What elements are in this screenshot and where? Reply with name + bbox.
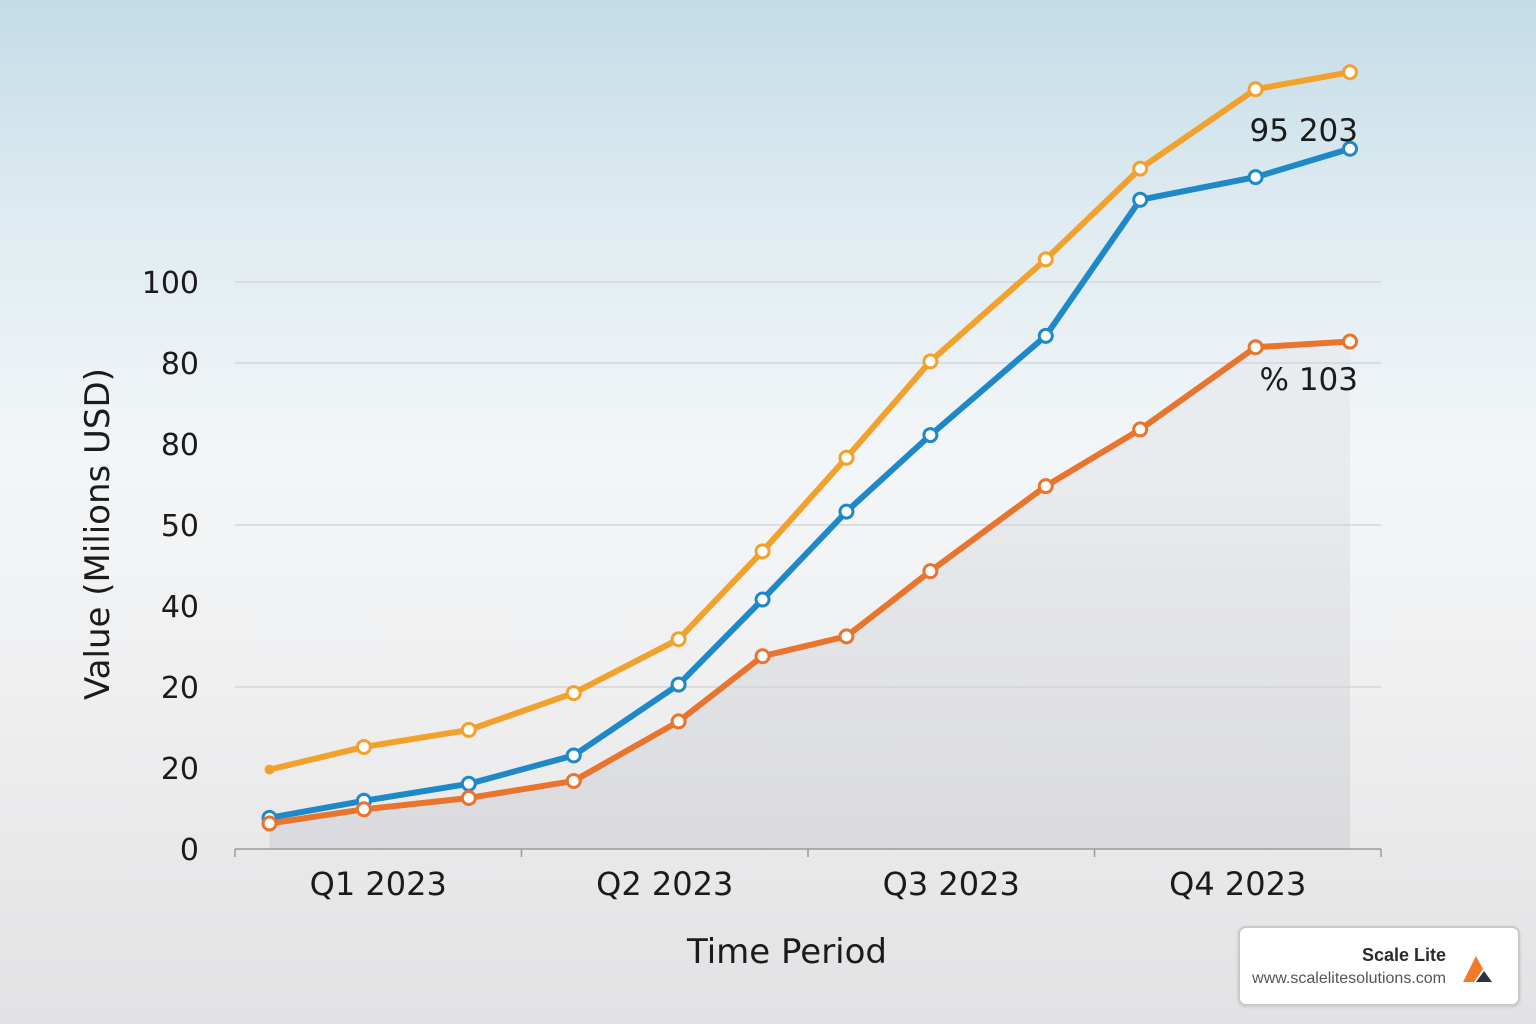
x-tick-label: Q3 2023: [883, 865, 1020, 903]
data-point: [670, 713, 687, 730]
data-point: [1037, 327, 1054, 344]
data-point: [838, 628, 855, 645]
data-point: [264, 764, 275, 775]
y-tick-label: 0: [180, 833, 199, 868]
x-axis-title: Time Period: [686, 932, 887, 972]
y-tick-label: 80: [161, 347, 199, 382]
brand-url: www.scalelitesolutions.com: [1252, 970, 1446, 987]
data-point: [460, 775, 477, 792]
data-point: [1342, 140, 1358, 157]
data-point: [922, 353, 939, 370]
data-point: [838, 503, 855, 520]
data-point: [460, 789, 477, 806]
data-point: [565, 747, 582, 764]
data-point: [1037, 251, 1054, 268]
data-point: [1342, 333, 1358, 350]
y-tick-label: 40: [161, 590, 199, 625]
annotation-bottom-series: % 103: [1260, 362, 1358, 398]
data-point: [1037, 478, 1054, 495]
data-point: [355, 801, 372, 818]
data-point: [1247, 169, 1264, 186]
data-point: [754, 591, 771, 608]
series-line-0: [266, 69, 1353, 773]
series-points: [261, 64, 1358, 832]
y-tick-label: 100: [142, 266, 199, 301]
x-tick-label: Q1 2023: [310, 865, 447, 903]
x-axis: [234, 848, 1382, 857]
series-line-2: [266, 338, 1353, 827]
series-lines: [266, 69, 1353, 827]
data-point: [1247, 81, 1264, 98]
y-tick-label: 20: [161, 671, 199, 706]
x-tick-labels: Q1 2023 Q2 2023 Q3 2023 Q4 2023: [310, 865, 1307, 903]
data-point: [565, 685, 582, 702]
data-point: [261, 815, 278, 832]
gridlines: [235, 281, 1381, 688]
data-point: [922, 427, 939, 444]
y-tick-label: 50: [161, 509, 199, 544]
data-point: [754, 543, 771, 560]
scale-lite-logo-icon: [1463, 956, 1492, 982]
data-point: [670, 676, 687, 693]
data-point: [922, 563, 939, 580]
y-tick-label: 80: [161, 428, 199, 463]
data-point: [670, 631, 687, 648]
series-line-1: [266, 145, 1353, 821]
y-tick-labels: 0 20 20 40 50 80 80 100: [142, 266, 199, 868]
data-point: [565, 772, 582, 789]
data-point: [754, 648, 771, 665]
data-point: [1132, 421, 1149, 438]
shaded-area: [269, 341, 1351, 849]
brand-name: Scale Lite: [1361, 945, 1446, 965]
x-tick-label: Q2 2023: [596, 865, 733, 903]
data-point: [1132, 191, 1149, 208]
brand-watermark: Scale Lite www.scalelitesolutions.com: [1238, 926, 1520, 1006]
y-tick-label: 20: [161, 752, 199, 787]
data-point: [460, 721, 477, 738]
data-point: [1247, 339, 1264, 356]
area-fill: [269, 341, 1351, 849]
x-tick-label: Q4 2023: [1169, 865, 1306, 903]
data-point: [838, 449, 855, 466]
annotation-top-series: 95 203: [1250, 113, 1358, 149]
data-point: [1132, 160, 1149, 177]
data-point: [355, 738, 372, 755]
y-axis-title: Value (Milions USD): [78, 368, 118, 700]
data-point: [1342, 64, 1358, 81]
